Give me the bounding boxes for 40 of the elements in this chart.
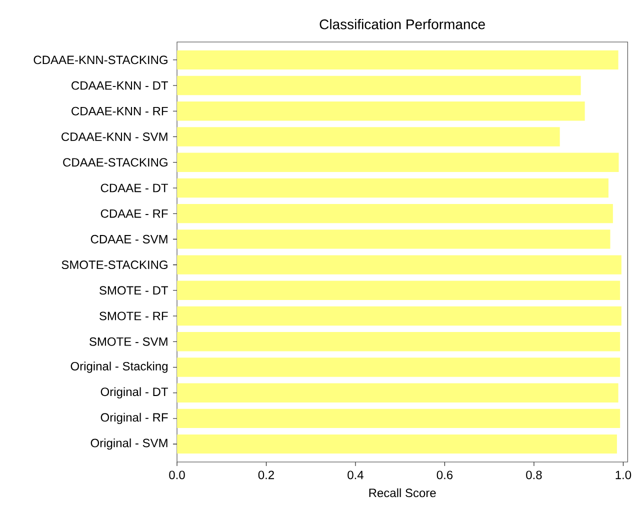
y-tick-label: SMOTE - SVM xyxy=(90,337,168,346)
bar xyxy=(177,306,622,326)
bar xyxy=(177,230,610,249)
y-tick-label: Original - DT xyxy=(100,387,168,398)
bar xyxy=(177,76,581,96)
y-tick-label: CDAAE-KNN-STACKING xyxy=(34,56,168,64)
x-tick-label: 0.8 xyxy=(526,470,542,480)
y-tick-label: CDAAE - SVM xyxy=(90,234,168,244)
bar xyxy=(177,358,620,377)
y-tick-label: SMOTE - DT xyxy=(100,286,168,295)
y-tick-label: SMOTE-STACKING xyxy=(62,260,168,270)
x-tick-label: 0.6 xyxy=(436,470,453,480)
x-tick-label: 1.0 xyxy=(616,470,632,480)
bar xyxy=(177,332,620,352)
y-tick-label: CDAAE-KNN - SVM xyxy=(62,132,168,142)
x-axis-title: Recall Score xyxy=(369,488,436,498)
bar xyxy=(177,255,622,274)
bar xyxy=(177,280,620,300)
bar xyxy=(177,152,619,172)
y-tick-label: CDAAE - DT xyxy=(100,184,168,192)
bar xyxy=(177,434,617,454)
y-tick-label: CDAAE - RF xyxy=(100,209,168,218)
x-tick-label: 0.0 xyxy=(169,470,185,480)
chart-title: Classification Performance xyxy=(320,19,485,30)
bar xyxy=(177,127,560,146)
y-tick-label: SMOTE - RF xyxy=(100,312,168,320)
bar xyxy=(177,408,620,428)
bar xyxy=(177,178,608,198)
y-tick-label: CDAAE-KNN - RF xyxy=(72,106,168,116)
y-tick-label: Original - RF xyxy=(100,412,168,424)
x-tick-label: 0.4 xyxy=(348,470,364,480)
bar xyxy=(177,383,618,402)
y-tick-label: Original - Stacking xyxy=(70,362,168,373)
bar xyxy=(177,102,585,121)
y-tick-label: Original - SVM xyxy=(90,438,168,450)
y-tick-label: CDAAE-STACKING xyxy=(63,158,168,167)
bar xyxy=(177,50,618,70)
y-tick-label: CDAAE-KNN - DT xyxy=(72,81,168,90)
x-tick-label: 0.2 xyxy=(258,470,274,480)
bar xyxy=(177,204,613,224)
